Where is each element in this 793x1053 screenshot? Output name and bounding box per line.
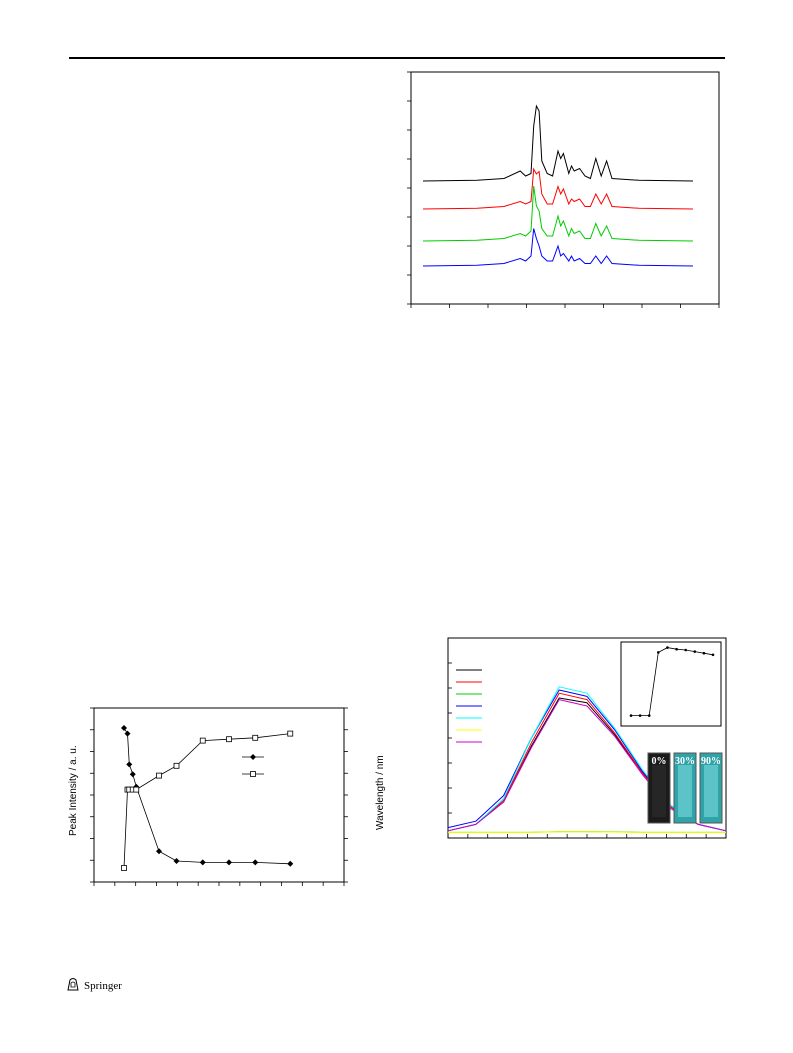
figure-stacked-patterns xyxy=(403,68,721,314)
square-point xyxy=(133,786,140,793)
pattern-series-4 xyxy=(422,228,694,267)
diamond-point xyxy=(124,730,131,737)
square-point xyxy=(121,865,127,871)
plot-frame xyxy=(93,707,345,883)
y-axis-label-left: Peak Intensity / a. u. xyxy=(68,745,79,836)
vial-glow xyxy=(704,765,718,817)
stacked-patterns-chart xyxy=(407,71,720,308)
square-point xyxy=(287,730,294,737)
pl-spectra-chart: 0% 30% 90% xyxy=(447,637,727,839)
spectrum-series-6 xyxy=(448,831,726,833)
vial-glow xyxy=(652,765,666,817)
y-axis-label-right: Wavelength / nm xyxy=(375,755,386,830)
diamond-point xyxy=(287,860,294,867)
intensity-wavelength-chart xyxy=(90,707,348,886)
diamond-point xyxy=(129,771,136,778)
vial-1: 0% xyxy=(647,752,671,824)
series-line-2 xyxy=(123,733,291,869)
figure-pl-spectra: 0% 30% 90% xyxy=(446,636,728,848)
inset-point xyxy=(711,653,715,657)
pattern-series-1 xyxy=(422,104,694,182)
inset-frame xyxy=(620,641,722,727)
springer-logo-icon xyxy=(66,977,80,994)
inset-line xyxy=(631,647,714,716)
pattern-series-3 xyxy=(422,185,694,242)
diamond-point xyxy=(252,859,259,866)
square-point xyxy=(173,762,180,769)
diamond-point xyxy=(199,859,206,866)
square-point xyxy=(226,736,232,743)
vial-label: 0% xyxy=(652,756,667,767)
vial-label: 30% xyxy=(675,756,695,767)
series-line-1 xyxy=(123,727,291,865)
figure-intensity-wavelength xyxy=(82,700,357,895)
vial-label: 90% xyxy=(701,756,721,767)
vial-3: 90% xyxy=(699,752,723,824)
footer: Springer xyxy=(66,977,122,994)
legend-diamond xyxy=(250,754,256,760)
vial-2: 30% xyxy=(673,752,697,824)
vial-glow xyxy=(678,765,692,817)
diamond-point xyxy=(156,848,162,855)
plot-frame xyxy=(410,71,720,305)
square-point xyxy=(199,737,206,744)
diamond-point xyxy=(126,761,133,768)
diamond-point xyxy=(173,858,180,864)
diamond-point xyxy=(226,859,232,866)
publisher-name: Springer xyxy=(84,979,122,992)
pattern-series-2 xyxy=(422,167,694,210)
header-rule xyxy=(69,57,725,59)
square-point xyxy=(252,734,259,741)
square-point xyxy=(156,772,162,779)
legend-square xyxy=(250,771,256,777)
diamond-point xyxy=(121,725,127,731)
